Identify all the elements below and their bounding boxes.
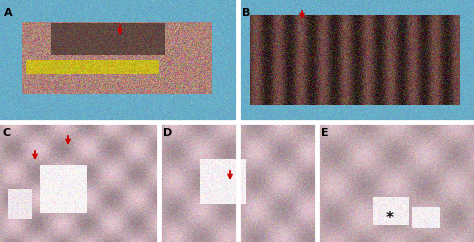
Text: E: E (321, 128, 328, 138)
Text: A: A (4, 8, 13, 18)
Text: B: B (242, 8, 250, 18)
Text: *: * (386, 211, 394, 226)
Text: D: D (163, 128, 172, 138)
Text: C: C (3, 128, 11, 138)
